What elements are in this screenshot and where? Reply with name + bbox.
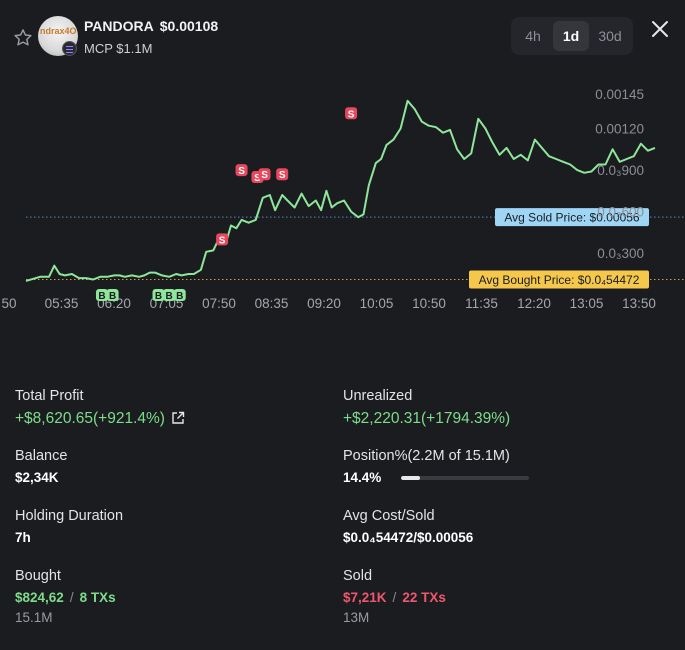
bought-label: Bought	[15, 568, 61, 584]
x-tick-label: 50	[1, 296, 16, 311]
x-tick-label: 08:35	[255, 296, 289, 311]
buy-marker	[95, 289, 108, 301]
position-label: Position%(2.2M of 15.1M)	[343, 448, 510, 464]
reference-tag-bought	[469, 270, 649, 289]
x-tick-label: 10:05	[360, 296, 394, 311]
y-tick-label: 0.0₃600	[597, 205, 644, 220]
balance-label: Balance	[15, 448, 68, 464]
bought-stat: Bought $824,62 / 8 TXs 15.1M	[15, 568, 116, 625]
unrealized-value: +$2,220.31(+1794.39%)	[343, 410, 511, 427]
position-progress-fill	[401, 475, 420, 480]
sold-value: $7,21K / 22 TXs	[343, 590, 446, 605]
reference-tag-sold	[495, 208, 649, 227]
y-tick-label: 0.00145	[595, 87, 644, 102]
buy-marker	[106, 289, 119, 301]
buy-marker-label: B	[176, 291, 183, 302]
buy-marker-label: B	[109, 291, 116, 302]
position-value: 14.4%	[343, 470, 382, 485]
avatar-text: ndrax4O	[40, 26, 77, 36]
x-tick-label: 11:35	[465, 296, 498, 311]
bought-txs: 8 TXs	[79, 590, 116, 605]
total-profit-label: Total Profit	[15, 388, 84, 404]
price-series-line	[25, 99, 656, 282]
bought-value: $824,62 / 8 TXs	[15, 590, 116, 605]
total-profit-stat: Total Profit +$8,620.65(+921.4%)	[15, 388, 185, 428]
avg-cost-stat: Avg Cost/Sold $0.0₄54472/$0.00056	[343, 508, 473, 545]
sold-stat: Sold $7,21K / 22 TXs 13M	[343, 568, 446, 625]
sell-marker	[276, 168, 289, 181]
position-stat: Position%(2.2M of 15.1M) 14.4%	[343, 448, 530, 485]
total-profit-amount: +$8,620.65(+921.4%)	[15, 410, 165, 427]
timeframe-selector: 4h 1d 30d	[511, 17, 633, 55]
y-tick-label: 0.0₃900	[597, 163, 644, 178]
x-tick-label: 13:50	[622, 296, 656, 311]
bought-quantity: 15.1M	[15, 610, 53, 625]
token-name: PANDORA	[84, 18, 154, 34]
sell-marker-label: S	[238, 166, 245, 177]
star-outline-icon[interactable]	[12, 27, 34, 49]
buy-marker	[163, 289, 176, 301]
buy-marker	[152, 289, 165, 301]
balance-stat: Balance $2,34K	[15, 448, 67, 485]
unrealized-stat: Unrealized +$2,220.31(+1794.39%)	[343, 388, 510, 428]
sell-marker-label: S	[219, 235, 226, 246]
holding-duration-stat: Holding Duration 7h	[15, 508, 123, 545]
reference-label-bought: Avg Bought Price: $0.0₄54472	[479, 273, 640, 287]
x-tick-label: 05:35	[45, 296, 79, 311]
buy-marker-label: B	[98, 291, 105, 302]
total-profit-value: +$8,620.65(+921.4%)	[15, 410, 185, 428]
bought-amount: $824,62	[15, 590, 64, 605]
external-link-icon[interactable]	[171, 411, 185, 425]
x-tick-label: 10:50	[412, 296, 446, 311]
token-title: PANDORA $0.00108	[84, 18, 218, 34]
y-tick-label: 0.0₃300	[597, 246, 644, 261]
buy-marker-label: B	[165, 291, 172, 302]
sell-marker	[216, 233, 229, 246]
token-header: ndrax4O PANDORA $0.00108 MCP $1.1M 4h 1d …	[0, 0, 685, 70]
sold-separator: /	[392, 590, 397, 605]
sell-marker	[258, 168, 271, 181]
position-progress-bar	[401, 475, 530, 480]
y-tick-label: 0.00120	[595, 121, 644, 136]
avg-cost-value: $0.0₄54472/$0.00056	[343, 530, 474, 545]
unrealized-label: Unrealized	[343, 388, 413, 404]
sell-marker	[345, 107, 358, 120]
buy-marker-label: B	[155, 291, 162, 302]
holding-duration-label: Holding Duration	[15, 508, 124, 524]
x-tick-label: 13:05	[570, 296, 604, 311]
timeframe-1d-button[interactable]: 1d	[553, 21, 589, 51]
sold-amount: $7,21K	[343, 590, 387, 605]
bought-separator: /	[69, 590, 74, 605]
avg-cost-label: Avg Cost/Sold	[343, 508, 435, 524]
market-cap: MCP $1.1M	[84, 41, 153, 56]
x-tick-label: 07:50	[202, 296, 236, 311]
timeframe-4h-button[interactable]: 4h	[525, 28, 541, 44]
sell-marker-label: S	[279, 170, 286, 181]
sell-marker	[235, 164, 248, 177]
timeframe-30d-button[interactable]: 30d	[598, 28, 622, 44]
position-row: 14.4%	[343, 470, 530, 485]
balance-value: $2,34K	[15, 470, 59, 485]
token-price: $0.00108	[159, 18, 219, 34]
buy-marker	[173, 289, 186, 301]
reference-label-sold: Avg Sold Price: $0.00056	[504, 211, 640, 225]
solana-icon	[62, 41, 77, 56]
holding-duration-value: 7h	[15, 530, 31, 545]
sold-txs: 22 TXs	[402, 590, 446, 605]
x-tick-label: 12:20	[517, 296, 551, 311]
sell-marker-label: S	[254, 173, 261, 184]
sold-label: Sold	[343, 568, 373, 584]
x-tick-label: 09:20	[307, 296, 341, 311]
close-x-icon[interactable]	[648, 17, 672, 41]
sold-quantity: 13M	[343, 610, 370, 625]
sell-marker-label: S	[348, 109, 355, 120]
sell-marker-label: S	[261, 170, 268, 181]
price-chart[interactable]: Avg Sold Price: $0.00056 Avg Bought Price…	[0, 70, 685, 320]
token-avatar: ndrax4O	[38, 16, 78, 56]
